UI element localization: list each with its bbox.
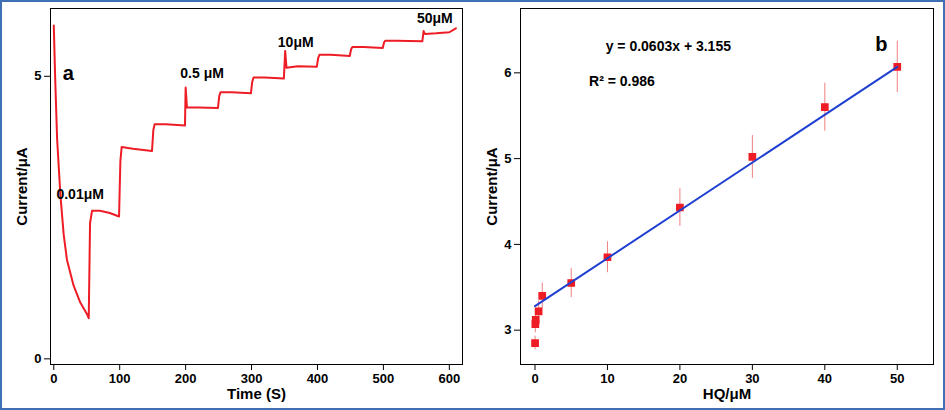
svg-text:5: 5 xyxy=(504,151,511,166)
svg-text:400: 400 xyxy=(307,371,329,386)
svg-text:b: b xyxy=(875,33,887,55)
svg-text:4: 4 xyxy=(504,237,512,252)
svg-text:R² = 0.986: R² = 0.986 xyxy=(589,73,655,89)
svg-text:0.01μM: 0.01μM xyxy=(56,186,103,202)
svg-text:500: 500 xyxy=(373,371,395,386)
svg-text:30: 30 xyxy=(745,371,759,386)
svg-text:Current/μA: Current/μA xyxy=(483,147,500,226)
svg-text:y = 0.0603x + 3.155: y = 0.0603x + 3.155 xyxy=(606,38,732,54)
svg-text:Current/μA: Current/μA xyxy=(13,147,30,226)
svg-text:0.5 μM: 0.5 μM xyxy=(180,65,224,81)
svg-text:10μM: 10μM xyxy=(278,34,314,50)
svg-text:300: 300 xyxy=(241,371,263,386)
svg-text:Time (S): Time (S) xyxy=(227,385,286,402)
svg-text:100: 100 xyxy=(109,371,131,386)
svg-text:a: a xyxy=(63,62,75,84)
svg-text:50μM: 50μM xyxy=(417,10,453,26)
svg-text:3: 3 xyxy=(504,322,511,337)
svg-text:10: 10 xyxy=(600,371,614,386)
svg-text:600: 600 xyxy=(438,371,460,386)
svg-text:50: 50 xyxy=(890,371,904,386)
svg-text:HQ/μM: HQ/μM xyxy=(703,385,751,402)
svg-text:200: 200 xyxy=(175,371,197,386)
svg-text:6: 6 xyxy=(504,65,511,80)
svg-text:0: 0 xyxy=(34,351,41,366)
svg-text:20: 20 xyxy=(673,371,687,386)
svg-text:40: 40 xyxy=(818,371,832,386)
svg-text:0: 0 xyxy=(531,371,538,386)
svg-text:0: 0 xyxy=(50,371,57,386)
svg-text:5: 5 xyxy=(34,68,41,83)
